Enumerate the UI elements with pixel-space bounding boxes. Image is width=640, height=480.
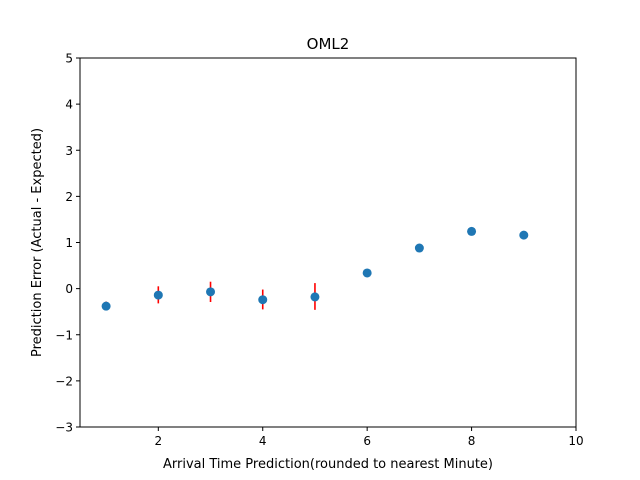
data-point — [258, 295, 268, 305]
y-tick-label: −3 — [55, 421, 73, 435]
y-tick-label: −2 — [55, 374, 73, 388]
data-point — [519, 230, 529, 240]
x-tick-label: 6 — [363, 434, 371, 448]
y-tick-label: 1 — [65, 236, 73, 250]
x-tick-label: 4 — [259, 434, 267, 448]
data-point — [153, 290, 163, 300]
x-tick-label: 10 — [568, 434, 583, 448]
x-tick-label: 2 — [154, 434, 162, 448]
x-axis-ticks: 2 4 6 8 10 — [154, 427, 584, 448]
data-point — [310, 292, 320, 302]
x-tick-label: 8 — [468, 434, 476, 448]
y-tick-label: 3 — [65, 144, 73, 158]
y-tick-label: 2 — [65, 190, 73, 204]
x-axis-label: Arrival Time Prediction(rounded to neare… — [163, 457, 493, 472]
data-point — [101, 301, 111, 311]
data-point — [362, 268, 372, 278]
y-tick-label: 4 — [65, 98, 73, 112]
y-tick-label: −1 — [55, 328, 73, 342]
y-axis-ticks: −3 −2 −1 0 1 2 3 4 5 — [55, 52, 80, 435]
y-tick-label: 0 — [65, 282, 73, 296]
y-tick-label: 5 — [65, 52, 73, 66]
data-points — [101, 226, 529, 311]
data-point — [414, 243, 424, 253]
chart-title: OML2 — [307, 35, 350, 53]
data-point — [206, 287, 216, 297]
y-axis-label: Prediction Error (Actual - Expected) — [30, 128, 45, 357]
data-point — [467, 226, 477, 236]
